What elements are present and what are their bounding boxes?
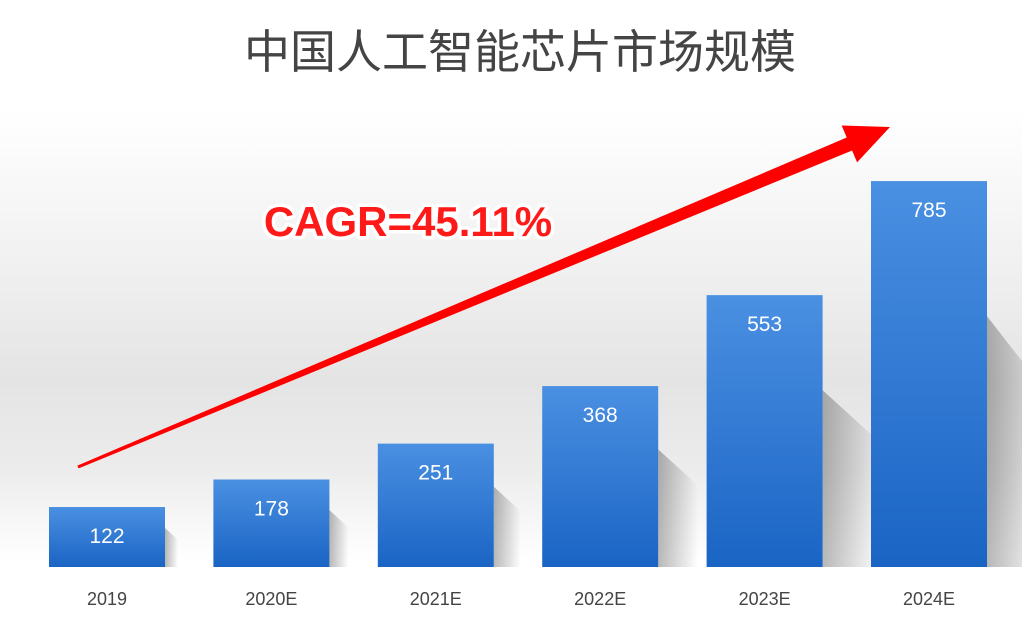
bar-2022E bbox=[542, 386, 659, 567]
x-axis-tick-label: 2024E bbox=[903, 589, 955, 609]
x-axis-tick-label: 2019 bbox=[87, 589, 127, 609]
chart-title: 中国人工智能芯片市场规模 bbox=[244, 25, 796, 79]
bar-shadow bbox=[822, 390, 883, 567]
bar-shadow bbox=[987, 316, 1022, 567]
bar-value-label: 785 bbox=[911, 199, 946, 222]
bar-shadow bbox=[165, 528, 179, 567]
bar-2024E bbox=[871, 181, 987, 567]
bar-2020E bbox=[213, 479, 330, 567]
x-axis-tick-label: 2023E bbox=[739, 589, 791, 609]
bar-2019 bbox=[49, 507, 165, 567]
bar-shadow bbox=[493, 486, 521, 567]
bar-value-label: 178 bbox=[254, 497, 289, 520]
bar-value-label: 553 bbox=[747, 313, 782, 336]
bars bbox=[49, 181, 987, 567]
bar-value-label: 368 bbox=[583, 404, 618, 427]
bar-shadows bbox=[165, 316, 1022, 567]
x-axis-tick-labels: 2019 2020E 2021E 2022E 2023E 2024E bbox=[87, 589, 955, 609]
bar-shadow bbox=[658, 449, 698, 567]
bar-2023E bbox=[706, 295, 823, 567]
growth-arrow-shape bbox=[77, 125, 890, 469]
growth-arrow bbox=[77, 125, 890, 469]
x-axis-tick-label: 2021E bbox=[410, 589, 462, 609]
x-axis-tick-label: 2022E bbox=[574, 589, 626, 609]
bar-value-label: 122 bbox=[89, 525, 124, 548]
bar-value-labels: 122 178 251 368 553 785 bbox=[89, 199, 946, 548]
bar-2021E bbox=[377, 443, 494, 567]
cagr-annotation: CAGR=45.11% bbox=[264, 198, 552, 245]
bar-value-label: 251 bbox=[418, 462, 453, 485]
bar-shadow bbox=[329, 510, 349, 567]
x-axis-tick-label: 2020E bbox=[245, 589, 297, 609]
